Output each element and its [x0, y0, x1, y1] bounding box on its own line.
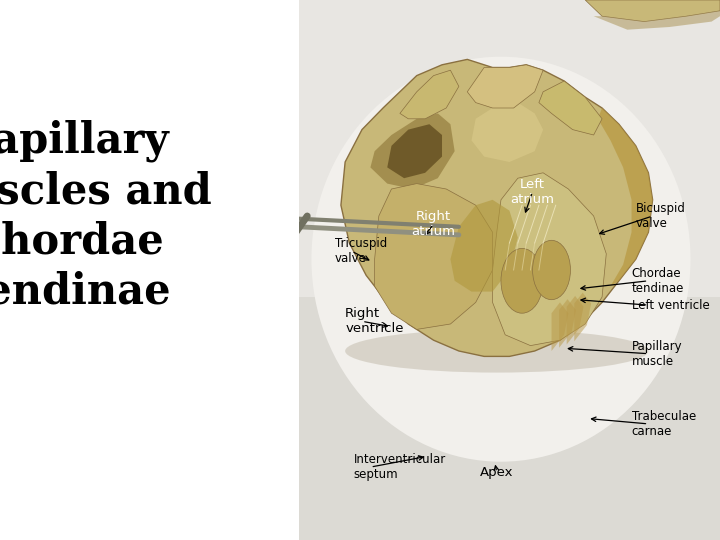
- Polygon shape: [387, 124, 442, 178]
- Text: Interventricular
septum: Interventricular septum: [354, 453, 446, 481]
- Text: Left
atrium: Left atrium: [510, 178, 554, 206]
- Polygon shape: [585, 0, 720, 22]
- Polygon shape: [567, 296, 583, 345]
- Polygon shape: [451, 200, 518, 292]
- Polygon shape: [575, 293, 591, 341]
- Polygon shape: [598, 108, 652, 286]
- Text: Chordae
tendinae: Chordae tendinae: [631, 267, 684, 295]
- Ellipse shape: [345, 329, 649, 373]
- Text: Right
atrium: Right atrium: [412, 210, 456, 238]
- Ellipse shape: [533, 240, 570, 300]
- Polygon shape: [492, 173, 606, 346]
- Bar: [299, 0, 720, 297]
- Text: Apex: Apex: [480, 466, 513, 479]
- Polygon shape: [467, 65, 543, 108]
- Polygon shape: [370, 113, 454, 189]
- Polygon shape: [374, 184, 492, 329]
- Text: Right
ventricle: Right ventricle: [345, 307, 404, 335]
- Text: Left ventricle: Left ventricle: [631, 299, 709, 312]
- Polygon shape: [341, 59, 652, 356]
- Text: Bicuspid
valve: Bicuspid valve: [636, 202, 685, 230]
- Text: Papillary
Muscles and
Chordae
Tendinae: Papillary Muscles and Chordae Tendinae: [0, 119, 212, 313]
- Polygon shape: [539, 81, 602, 135]
- Polygon shape: [400, 70, 459, 119]
- Ellipse shape: [312, 57, 690, 462]
- Text: Papillary
muscle: Papillary muscle: [631, 340, 682, 368]
- Text: Trabeculae
carnae: Trabeculae carnae: [631, 410, 696, 438]
- Polygon shape: [552, 302, 568, 351]
- Polygon shape: [559, 299, 576, 348]
- Polygon shape: [472, 103, 543, 162]
- Text: Tricuspid
valve: Tricuspid valve: [335, 237, 387, 265]
- Ellipse shape: [501, 248, 543, 313]
- Polygon shape: [593, 11, 720, 30]
